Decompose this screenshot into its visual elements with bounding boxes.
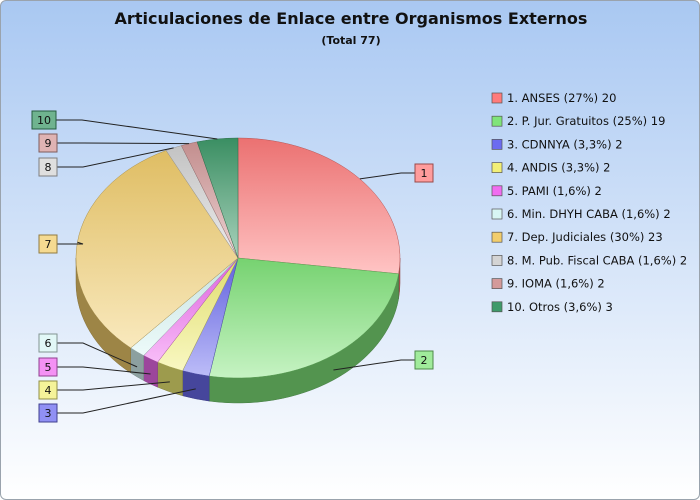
legend-label-6: 6. Min. DHYH CABA (1,6%) 2: [507, 207, 671, 221]
callout-label-3: 3: [45, 407, 52, 420]
callout-label-10: 10: [37, 114, 51, 127]
callout-label-5: 5: [45, 361, 52, 374]
legend-swatch-2: [491, 115, 503, 127]
callout-line-2: [333, 359, 415, 371]
slice-callouts: 1 2 3 4 5 6 7 8 9 10: [31, 110, 434, 423]
legend-label-7: 7. Dep. Judiciales (30%) 23: [507, 230, 663, 244]
legend-label-8: 8. M. Pub. Fiscal CABA (1,6%) 2: [507, 253, 687, 267]
legend-swatch-6: [491, 208, 503, 220]
callout-line-4: [57, 381, 170, 391]
chart-title: Articulaciones de Enlace entre Organismo…: [114, 9, 588, 28]
callout-label-7: 7: [45, 238, 52, 251]
legend-label-9: 9. IOMA (1,6%) 2: [507, 277, 605, 291]
legend-label-1: 1. ANSES (27%) 20: [507, 91, 616, 105]
callout-label-8: 8: [45, 161, 52, 174]
legend-swatch-4: [491, 162, 503, 173]
callout-box-7: [38, 234, 58, 254]
callout-box-5: [38, 357, 58, 377]
callout-box-1: [414, 163, 434, 183]
callout-box-6: [38, 333, 58, 353]
legend-swatch-9: [491, 278, 503, 289]
callout-box-4: [38, 380, 58, 400]
callout-line-3: [57, 388, 196, 414]
legend-swatch-7: [491, 231, 503, 243]
callout-box-9: [38, 133, 58, 153]
callout-box-3: [38, 403, 58, 423]
legend-label-10: 10. Otros (3,6%) 3: [507, 300, 613, 314]
legend-swatch-3: [491, 139, 503, 150]
chart-subtitle: (Total 77): [321, 34, 381, 47]
legend-swatch-1: [491, 92, 503, 104]
callout-line-7: [57, 241, 84, 245]
legend-label-4: 4. ANDIS (3,3%) 2: [507, 161, 610, 175]
legend-swatch-5: [491, 185, 503, 197]
pie-sides: [75, 257, 401, 404]
callout-label-2: 2: [421, 354, 428, 367]
legend-swatch-10: [491, 301, 503, 313]
legend-label-3: 3. CDNNYA (3,3%) 2: [507, 137, 623, 151]
callout-label-9: 9: [45, 137, 52, 150]
callout-box-2: [414, 350, 434, 370]
callout-line-9: [57, 142, 190, 145]
pie-slice-2: [208, 257, 399, 379]
callout-line-8: [57, 147, 174, 168]
callout-label-4: 4: [45, 384, 52, 397]
callout-label-6: 6: [45, 337, 52, 350]
callout-box-8: [38, 157, 58, 177]
legend-label-5: 5. PAMI (1,6%) 2: [507, 184, 602, 198]
callout-line-5: [57, 366, 151, 375]
callout-box-10: [31, 110, 57, 130]
legend-label-2: 2. P. Jur. Gratuitos (25%) 19: [507, 114, 665, 128]
legend: 1. ANSES (27%) 20 2. P. Jur. Gratuitos (2…: [491, 91, 687, 314]
callout-line-10: [56, 119, 218, 140]
callout-line-1: [359, 172, 415, 180]
callout-label-1: 1: [421, 167, 428, 180]
pie-slice-1: [237, 137, 401, 275]
callout-line-6: [57, 342, 138, 368]
pie-tops: [75, 137, 401, 379]
legend-swatch-8: [491, 255, 503, 266]
